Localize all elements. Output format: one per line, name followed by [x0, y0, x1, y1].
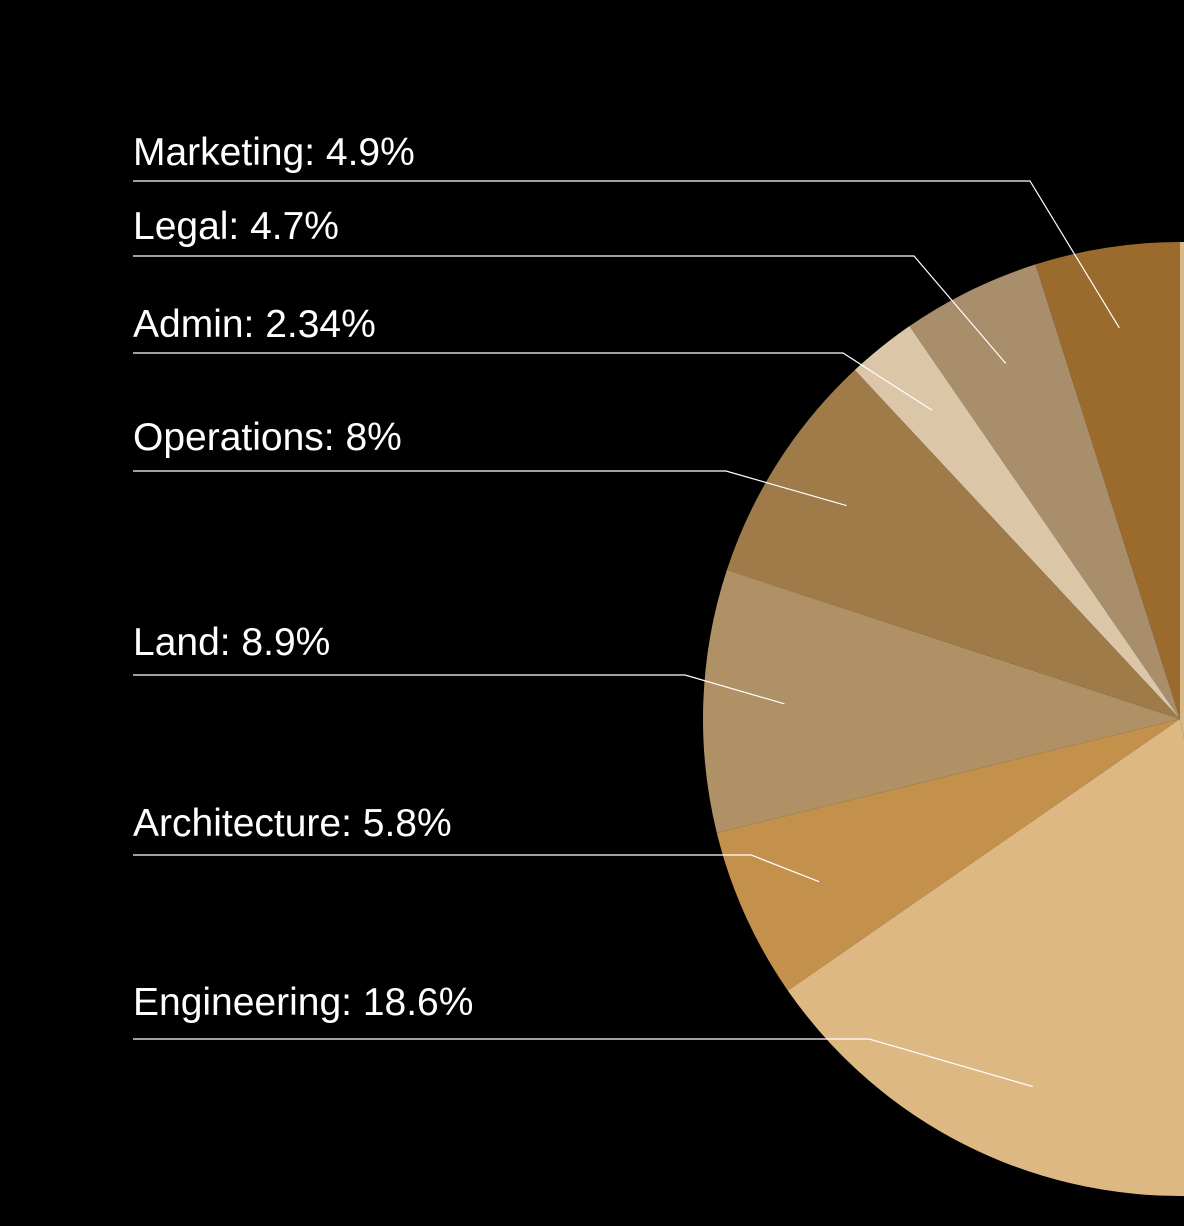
leader-lines: [133, 180, 1120, 1088]
leader-line-admin: [133, 352, 933, 411]
leader-line-operations: [133, 470, 847, 507]
pie-slice-operations: [726, 370, 1180, 719]
slice-label-operations: Operations: 8%: [133, 416, 402, 459]
leader-line-engineering: [133, 1038, 1034, 1088]
slice-label-marketing: Marketing: 4.9%: [133, 131, 415, 174]
slice-labels: Marketing: 4.9% Legal: 4.7% Admin: 2.34% Op…: [133, 131, 473, 1024]
leader-line-land: [133, 674, 785, 705]
slice-label-admin: Admin: 2.34%: [133, 303, 376, 346]
pie-slice-architecture: [716, 719, 1180, 991]
leader-line-legal: [133, 255, 1007, 364]
pie-slice-remainder: [1180, 242, 1184, 739]
leader-line-marketing: [133, 180, 1120, 329]
slice-label-architecture: Architecture: 5.8%: [133, 802, 452, 845]
pie-slice-engineering: [787, 719, 1184, 1196]
pie-slices: [703, 242, 1184, 1196]
slice-label-legal: Legal: 4.7%: [133, 205, 339, 248]
pie-slice-land: [703, 569, 1180, 833]
pie-slice-legal: [909, 264, 1180, 719]
slice-label-land: Land: 8.9%: [133, 621, 330, 664]
pie-slice-admin: [854, 326, 1180, 719]
slice-label-engineering: Engineering: 18.6%: [133, 981, 473, 1024]
leader-line-architecture: [133, 854, 820, 883]
pie-slice-marketing: [1035, 242, 1180, 719]
